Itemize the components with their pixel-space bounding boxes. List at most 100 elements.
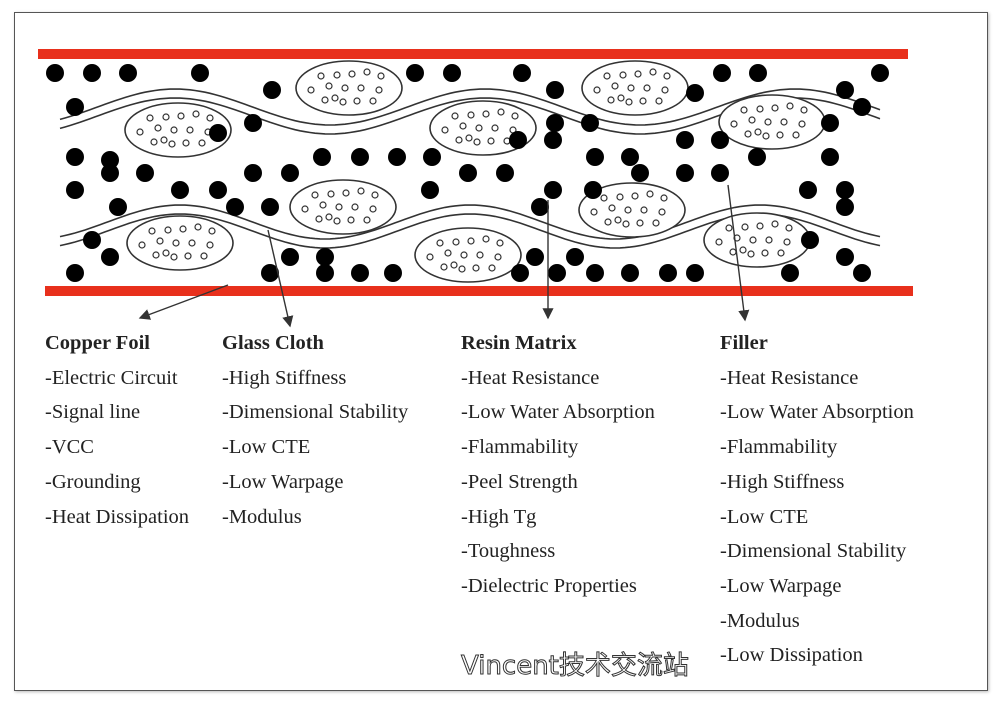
filler-particle-icon xyxy=(406,64,424,82)
filament-icon xyxy=(363,216,371,224)
filler-particle-icon xyxy=(871,64,889,82)
filament-icon xyxy=(450,261,458,269)
property-item: -Low Dissipation xyxy=(720,644,863,667)
filament-icon xyxy=(472,264,480,272)
property-item: -Modulus xyxy=(222,505,302,528)
filament-icon xyxy=(327,190,335,198)
filler-particle-icon xyxy=(351,148,369,166)
filament-icon xyxy=(200,252,208,260)
filament-icon xyxy=(604,218,612,226)
property-item: -High Stiffness xyxy=(222,366,347,389)
filament-icon xyxy=(640,206,648,214)
filament-icon xyxy=(333,71,341,79)
filler-particle-icon xyxy=(544,181,562,199)
property-item: -Low Warpage xyxy=(222,470,344,493)
filler-particle-icon xyxy=(686,84,704,102)
filament-icon xyxy=(436,239,444,247)
property-item: -VCC xyxy=(45,436,94,459)
filament-icon xyxy=(315,215,323,223)
filament-icon xyxy=(607,96,615,104)
filler-particle-icon xyxy=(853,264,871,282)
filler-particle-icon xyxy=(316,248,334,266)
filament-icon xyxy=(475,124,483,132)
glass-fiber-lower xyxy=(59,204,881,240)
filament-icon xyxy=(301,205,309,213)
filament-icon xyxy=(363,68,371,76)
filler-particle-icon xyxy=(261,264,279,282)
filament-icon xyxy=(192,110,200,118)
filler-particle-icon xyxy=(83,64,101,82)
filler-particle-icon xyxy=(509,131,527,149)
filament-icon xyxy=(179,225,187,233)
filament-icon xyxy=(608,204,616,212)
filament-icon xyxy=(497,108,505,116)
filament-icon xyxy=(375,86,383,94)
filament-icon xyxy=(148,227,156,235)
filament-icon xyxy=(162,249,170,257)
filament-icon xyxy=(627,84,635,92)
filament-icon xyxy=(339,98,347,106)
filament-icon xyxy=(371,191,379,199)
filament-icon xyxy=(649,68,657,76)
filament-icon xyxy=(792,131,800,139)
copper-foil-arrow xyxy=(138,284,229,320)
filler-particle-icon xyxy=(66,264,84,282)
filament-icon xyxy=(511,112,519,120)
filament-icon xyxy=(619,71,627,79)
filament-icon xyxy=(622,220,630,228)
filament-icon xyxy=(162,113,170,121)
filament-icon xyxy=(488,264,496,272)
filler-particle-icon xyxy=(711,131,729,149)
filament-icon xyxy=(496,239,504,247)
filament-icon xyxy=(335,203,343,211)
filament-icon xyxy=(600,194,608,202)
filament-icon xyxy=(369,97,377,105)
filament-icon xyxy=(194,223,202,231)
filament-icon xyxy=(771,220,779,228)
property-item: -Low Water Absorption xyxy=(720,401,914,424)
filler-column: Filler -Heat Resistance -Low Water Absorpt… xyxy=(720,326,914,673)
filament-icon xyxy=(780,118,788,126)
filament-icon xyxy=(188,239,196,247)
filament-icon xyxy=(331,94,339,102)
glass-cloth-column: Glass Cloth -High Stiffness -Dimensional S… xyxy=(222,326,408,534)
filler-particle-icon xyxy=(659,264,677,282)
filament-icon xyxy=(467,237,475,245)
filament-icon xyxy=(771,104,779,112)
filler-particle-icon xyxy=(748,148,766,166)
filament-icon xyxy=(756,105,764,113)
filament-icon xyxy=(800,106,808,114)
filament-icon xyxy=(661,86,669,94)
filament-icon xyxy=(748,116,756,124)
filament-icon xyxy=(740,106,748,114)
filler-particle-icon xyxy=(713,64,731,82)
filler-particle-icon xyxy=(821,114,839,132)
filament-icon xyxy=(631,192,639,200)
filler-particle-icon xyxy=(66,181,84,199)
filament-icon xyxy=(172,239,180,247)
filler-particle-icon xyxy=(351,264,369,282)
filament-icon xyxy=(465,134,473,142)
filler-particle-icon xyxy=(526,248,544,266)
filler-particle-icon xyxy=(836,198,854,216)
filler-particle-icon xyxy=(631,164,649,182)
filler-particle-icon xyxy=(781,264,799,282)
filler-particle-icon xyxy=(821,148,839,166)
filament-icon xyxy=(168,140,176,148)
filament-icon xyxy=(658,208,666,216)
filler-particle-icon xyxy=(66,148,84,166)
filament-icon xyxy=(319,201,327,209)
filament-icon xyxy=(482,235,490,243)
filler-particle-icon xyxy=(136,164,154,182)
filament-icon xyxy=(617,94,625,102)
filament-icon xyxy=(715,238,723,246)
property-item: -Dimensional Stability xyxy=(720,540,907,563)
filler-particle-icon xyxy=(244,164,262,182)
filler-particle-icon xyxy=(799,181,817,199)
glass-cloth-arrow xyxy=(267,229,294,328)
filament-icon xyxy=(342,189,350,197)
filament-icon xyxy=(455,136,463,144)
filament-icon xyxy=(482,110,490,118)
filament-icon xyxy=(369,205,377,213)
filament-icon xyxy=(476,251,484,259)
